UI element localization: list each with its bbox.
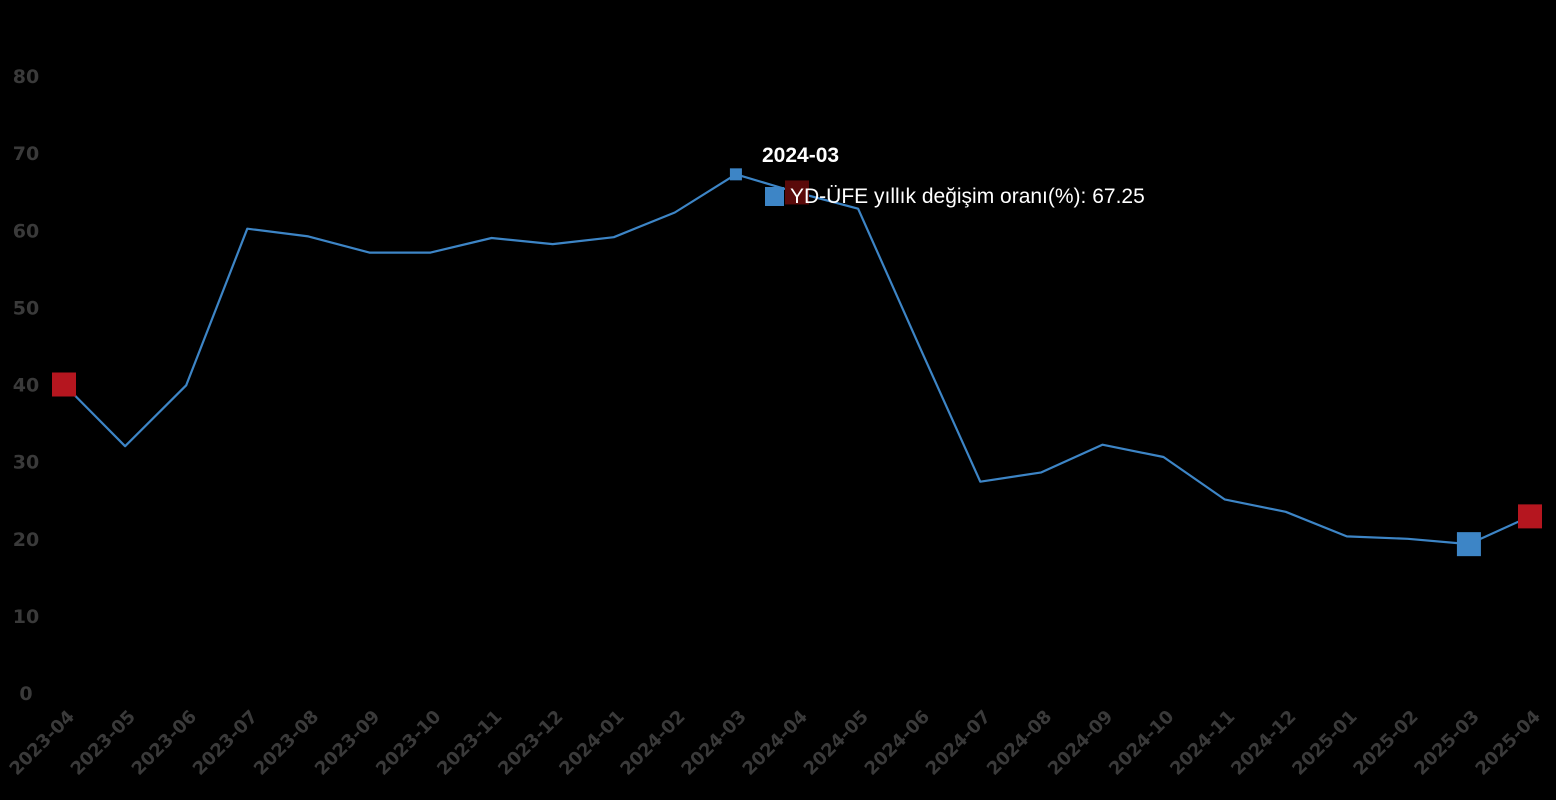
y-tick-label: 60	[13, 220, 39, 242]
x-tick-label: 2025-04	[1472, 706, 1545, 779]
x-tick-label: 2024-02	[616, 706, 689, 779]
x-tick-label: 2024-06	[861, 706, 934, 779]
x-tick-label: 2024-12	[1227, 706, 1300, 779]
x-tick-label: 2023-12	[494, 706, 567, 779]
y-tick-label: 0	[19, 683, 32, 705]
x-axis: 2023-042023-052023-062023-072023-082023-…	[6, 706, 1545, 779]
x-tick-label: 2024-01	[555, 706, 628, 779]
x-tick-label: 2025-02	[1349, 706, 1422, 779]
x-tick-label: 2023-10	[372, 706, 445, 779]
tooltip-series-label: YD-ÜFE yıllık değişim oranı(%): 67.25	[790, 185, 1145, 208]
x-tick-label: 2023-08	[250, 706, 323, 779]
x-tick-label: 2025-03	[1410, 706, 1483, 779]
data-point-marker[interactable]	[785, 180, 809, 205]
x-tick-label: 2024-04	[739, 706, 812, 779]
data-point-marker[interactable]	[52, 372, 76, 397]
marker-layer	[52, 168, 1542, 557]
y-tick-label: 80	[13, 66, 39, 88]
x-tick-label: 2024-09	[1044, 706, 1117, 779]
x-tick-label: 2023-06	[128, 706, 201, 779]
y-tick-label: 30	[13, 452, 39, 474]
x-tick-label: 2023-04	[6, 706, 79, 779]
y-axis: 0 10 20 30 40 50 60 70 80	[13, 66, 39, 705]
data-point-marker[interactable]	[1518, 504, 1542, 529]
data-point-marker[interactable]	[1456, 532, 1481, 557]
x-tick-label: 2023-05	[67, 706, 140, 779]
y-tick-label: 10	[13, 606, 39, 628]
y-tick-label: 20	[13, 529, 39, 551]
x-tick-label: 2024-05	[800, 706, 873, 779]
x-tick-label: 2025-01	[1288, 706, 1361, 779]
hovered-point-marker[interactable]	[729, 168, 742, 181]
x-tick-label: 2023-09	[311, 706, 384, 779]
y-tick-label: 40	[13, 375, 39, 397]
y-tick-label: 50	[13, 297, 39, 319]
y-tick-label: 70	[13, 143, 39, 165]
x-tick-label: 2023-11	[433, 706, 506, 779]
tooltip-title: 2024-03	[762, 144, 839, 167]
tooltip: 2024-03 YD-ÜFE yıllık değişim oranı(%): …	[762, 144, 1145, 208]
x-tick-label: 2024-10	[1105, 706, 1178, 779]
x-tick-label: 2024-08	[983, 706, 1056, 779]
x-tick-label: 2023-07	[189, 706, 262, 779]
series-layer	[63, 173, 1531, 546]
tooltip-swatch	[765, 187, 784, 206]
series-line	[63, 173, 1531, 546]
x-tick-label: 2024-11	[1166, 706, 1239, 779]
x-tick-label: 2024-07	[922, 706, 995, 779]
x-tick-label: 2024-03	[677, 706, 750, 779]
